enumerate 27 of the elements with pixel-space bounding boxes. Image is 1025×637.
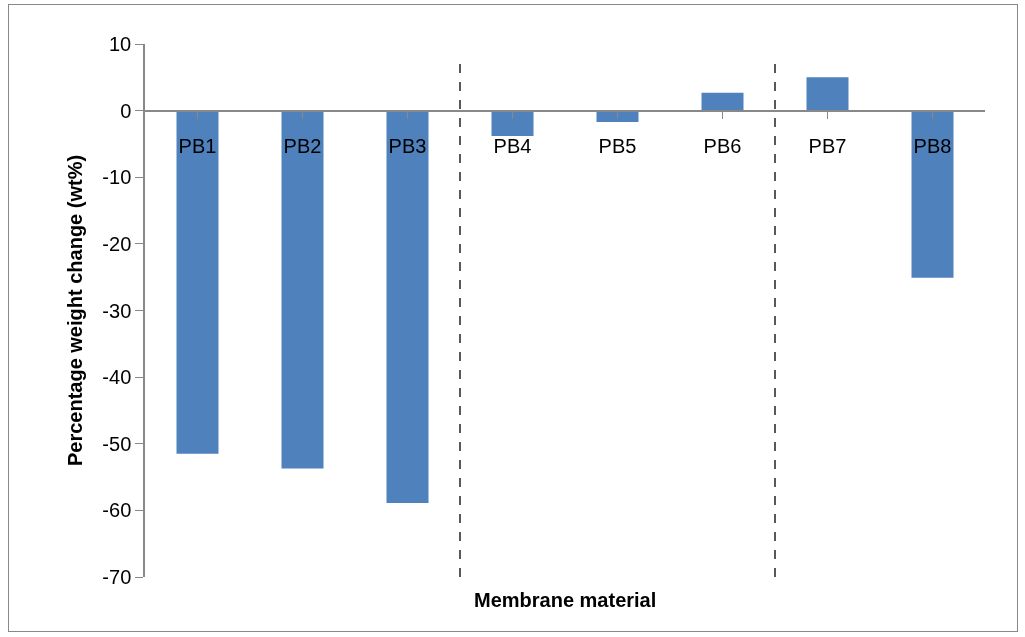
y-tick-label: 10 (109, 33, 132, 55)
bar (386, 110, 429, 504)
x-tick-label: PB4 (493, 135, 532, 158)
bar (806, 77, 849, 111)
x-tick-label: PB6 (703, 135, 742, 158)
y-tick-label: -30 (102, 299, 132, 322)
bar (911, 110, 954, 278)
bar (491, 110, 534, 136)
y-tick-label: -20 (102, 232, 132, 255)
y-tick-label: -40 (102, 366, 132, 389)
x-tick-label: PB2 (283, 135, 322, 158)
x-tick-label: PB8 (913, 135, 952, 158)
y-tick-label: -50 (102, 432, 132, 455)
x-axis-title: Membrane material (474, 589, 657, 611)
x-tick-label: PB1 (178, 135, 217, 158)
y-tick-label: -10 (102, 166, 132, 189)
bar (176, 110, 219, 454)
x-tick-label: PB5 (598, 135, 637, 158)
y-tick-label: 0 (120, 99, 132, 122)
bar (281, 110, 324, 469)
y-axis-title: Percentage weight change (wt%) (64, 154, 87, 467)
y-tick-label: -60 (102, 499, 132, 522)
x-tick-label: PB7 (808, 135, 847, 158)
bar (596, 110, 639, 122)
bar (701, 92, 744, 111)
y-tick-label: -70 (102, 566, 132, 588)
x-tick-label: PB3 (388, 135, 427, 158)
